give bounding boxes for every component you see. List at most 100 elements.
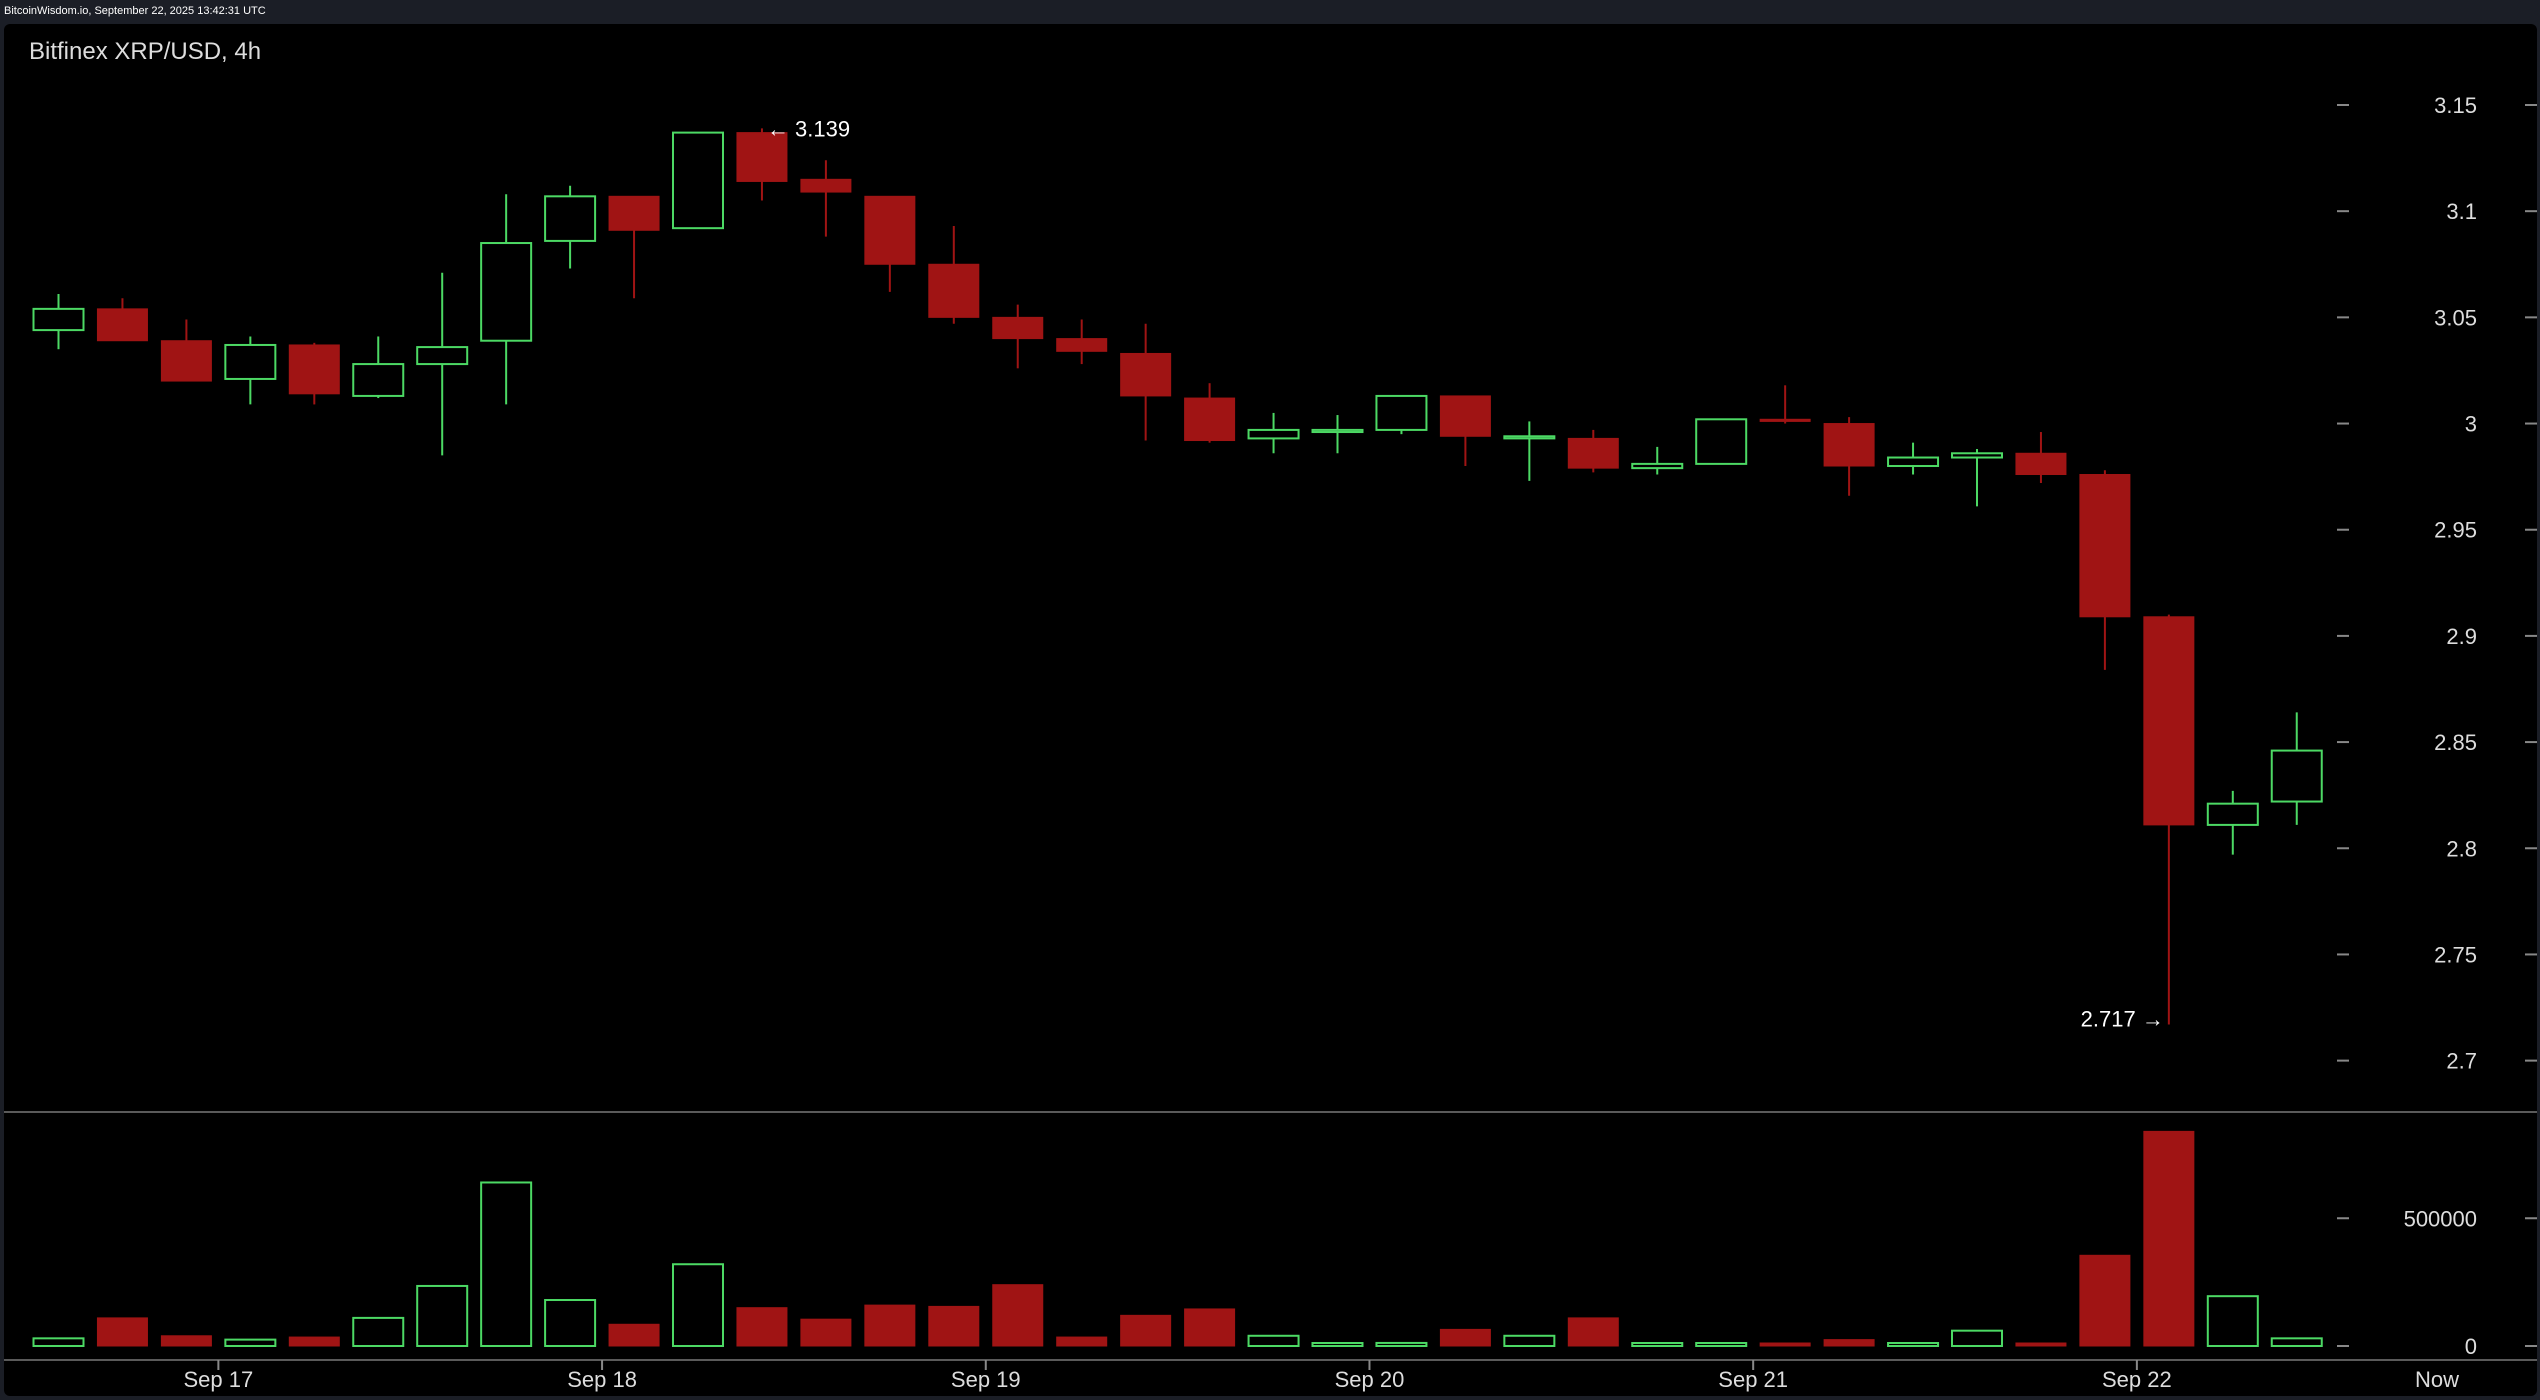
volume-bar-down (1759, 1342, 1811, 1347)
volume-bar-up (1951, 1329, 2003, 1348)
volume-bar-down (2079, 1254, 2131, 1347)
time-tick-label: Sep 21 (1718, 1367, 1788, 1392)
time-tick-label: Sep 19 (951, 1367, 1021, 1392)
volume-bar-up (1503, 1334, 1556, 1348)
candle-down (1823, 417, 1875, 496)
candle-down (2143, 614, 2195, 1025)
volume-bar-up (1887, 1342, 1940, 1347)
candle-down (1567, 429, 1619, 473)
price-tick-label: 3.05 (2434, 305, 2477, 330)
candle-down (2079, 470, 2131, 670)
candle-body (1695, 418, 1748, 465)
time-tick-label: Sep 18 (567, 1367, 637, 1392)
price-tick-label: 2.7 (2446, 1049, 2477, 1074)
volume-bar-down (1567, 1317, 1619, 1347)
candle-up (1311, 415, 1364, 454)
volume-bar-up (1695, 1342, 1748, 1347)
candle-body (2206, 802, 2259, 826)
candle-down (736, 128, 788, 201)
price-tick-label: 3 (2465, 412, 2477, 437)
candle-body (992, 316, 1044, 340)
volume-bar-down (1439, 1328, 1491, 1347)
candle-body (1567, 437, 1619, 469)
price-tick-label: 2.8 (2446, 836, 2477, 861)
candle-down (1184, 383, 1236, 443)
candle-down (1056, 319, 1108, 365)
candle-body (2143, 616, 2195, 826)
candle-down (2015, 432, 2067, 484)
candle-body (1184, 397, 1236, 442)
volume-bar-up (480, 1181, 533, 1347)
candle-body (1247, 428, 1300, 440)
candle-body (32, 307, 85, 332)
time-axis: Sep 17 Sep 18 Sep 19 Sep 20 Sep 21 Sep 22 Now (184, 1360, 2459, 1392)
candle-body (352, 363, 405, 397)
candle-up (1631, 446, 1684, 475)
candle-body (2015, 452, 2067, 476)
volume-bar-up (416, 1284, 469, 1348)
volume-axis: 500000 0 (2337, 1206, 2537, 1359)
price-tick-label: 2.95 (2434, 518, 2477, 543)
candle-body (160, 340, 212, 382)
candle-body (1887, 456, 1940, 468)
candle-down (1759, 385, 1811, 424)
candle-up (2206, 790, 2259, 855)
low-price-label: 2.717 → (2081, 1007, 2164, 1032)
candle-down (288, 342, 340, 405)
candle-body (1439, 395, 1491, 437)
candle-body (1631, 462, 1684, 470)
price-tick-label: 3.1 (2446, 199, 2477, 224)
candle-up (544, 185, 597, 269)
candle-up (1503, 421, 1556, 481)
candle-body (288, 344, 340, 395)
volume-bar-down (1184, 1308, 1236, 1347)
candle-up (1695, 418, 1748, 465)
candle-up (1247, 412, 1300, 454)
candle-up (1951, 449, 2003, 507)
candle-up (32, 294, 85, 350)
candle-body (1503, 435, 1556, 440)
price-tick-label: 3.15 (2434, 93, 2477, 118)
volume-bar-up (32, 1337, 85, 1347)
volume-bars (32, 1130, 2323, 1348)
candle-down (160, 319, 212, 382)
price-tick-label: 2.75 (2434, 942, 2477, 967)
candle-body (480, 242, 533, 342)
candle-body (2079, 474, 2131, 618)
time-tick-label: Sep 17 (184, 1367, 254, 1392)
candle-body (1375, 394, 1428, 431)
candle-body (736, 132, 788, 182)
time-tick-label: Sep 20 (1335, 1367, 1405, 1392)
candle-up (480, 194, 533, 405)
candle-body (96, 308, 148, 342)
candle-up (2270, 712, 2323, 825)
price-annotations: ← 3.139 2.717 → (767, 116, 2164, 1031)
candle-body (1951, 452, 2003, 459)
candle-body (2270, 749, 2323, 803)
candle-body (608, 195, 660, 231)
price-tick-label: 2.9 (2446, 624, 2477, 649)
volume-bar-down (1056, 1336, 1108, 1347)
volume-bar-up (224, 1338, 277, 1348)
candle-down (1439, 395, 1491, 467)
candle-body (672, 131, 724, 230)
candle-body (1056, 338, 1108, 352)
candle-body (800, 178, 852, 193)
candle-down (992, 304, 1044, 369)
volume-bar-down (800, 1318, 852, 1347)
volume-bar-up (1247, 1334, 1300, 1348)
volume-bar-down (160, 1335, 212, 1347)
volume-tick-label: 0 (2465, 1334, 2477, 1359)
volume-bar-down (928, 1305, 980, 1347)
time-tick-label: Sep 22 (2102, 1367, 2172, 1392)
watermark-text: BitcoinWisdom.io, September 22, 2025 13:… (4, 5, 266, 17)
volume-bar-down (736, 1307, 788, 1347)
candle-body (544, 195, 597, 242)
chart-title: Bitfinex XRP/USD, 4h (29, 38, 261, 65)
volume-bar-up (2206, 1295, 2259, 1347)
volume-bar-up (1375, 1341, 1428, 1347)
volume-bar-down (96, 1317, 148, 1347)
candle-body (416, 346, 469, 366)
candle-up (224, 336, 277, 405)
volume-bar-down (992, 1284, 1044, 1347)
